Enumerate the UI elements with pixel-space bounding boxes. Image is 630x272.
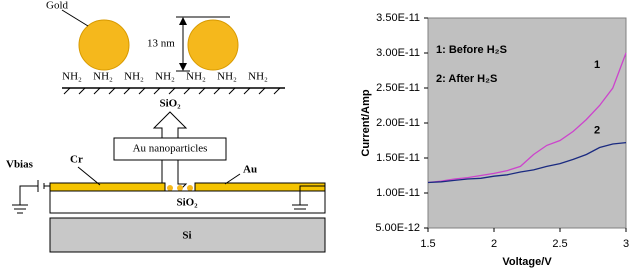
- y-tick-label: 2.50E-11: [376, 82, 420, 94]
- x-tick-label: 1.5: [420, 238, 435, 250]
- au-label: Au: [243, 164, 257, 176]
- cr-label: Cr: [70, 154, 83, 166]
- y-tick-label: 5.00E-12: [375, 222, 420, 234]
- amine-label: NH₂: [248, 71, 268, 83]
- substrate-label: SiO₂: [159, 98, 181, 110]
- electrode: [49, 182, 166, 192]
- hatching: [63, 87, 281, 95]
- amine-label: NH₂: [217, 71, 237, 83]
- gold-sphere: [187, 19, 239, 71]
- label-box: [113, 137, 227, 161]
- electrode: [194, 182, 326, 192]
- series-label: 1: [594, 59, 600, 71]
- amine-row: NH₂ NH₂ NH₂ NH₂ NH₂ NH₂ NH₂: [62, 71, 268, 83]
- gold-sphere: [78, 19, 130, 71]
- size-label: 13 nm: [147, 38, 175, 50]
- amine-label: NH₂: [62, 71, 82, 83]
- y-tick-label: 2.00E-11: [376, 117, 420, 129]
- x-tick-label: 3: [623, 238, 629, 250]
- au-nanoparticles-label: Au nanoparticles: [133, 143, 208, 155]
- series-line: [427, 52, 627, 184]
- oxide-label: SiO₂: [176, 197, 198, 209]
- y-tick-label: 1.00E-11: [376, 187, 420, 199]
- y-tick-label: 3.50E-11: [376, 12, 420, 24]
- pointer: [224, 173, 241, 185]
- x-tick-label: 2.5: [552, 238, 567, 250]
- pointer: [77, 166, 101, 186]
- oxide-layer: [49, 190, 326, 214]
- x-axis-label: Voltage/V: [502, 256, 552, 268]
- series-label: 2: [594, 125, 600, 137]
- plot-area: [427, 17, 627, 229]
- chart: 5.00E-12 1.00E-11 1.50E-11 2.00E-11 2.50E-11…: [360, 12, 629, 268]
- silicon-label: Si: [182, 230, 191, 242]
- series-line: [427, 141, 627, 184]
- diagram: Gold 13 nm NH₂ NH₂ NH₂ NH₂ NH₂ NH₂ NH₂ SiO₂ Au…: [6, 0, 326, 253]
- vbias-label: Vbias: [6, 159, 34, 171]
- y-axis-label: Current/Amp: [360, 89, 372, 157]
- x-tick-label: 2: [491, 238, 497, 250]
- amine-label: NH₂: [93, 71, 113, 83]
- amine-label: NH₂: [155, 71, 175, 83]
- gold-label: Gold: [46, 0, 69, 12]
- arrow-up: [152, 111, 188, 139]
- amine-label: NH₂: [124, 71, 144, 83]
- circuit: [12, 180, 325, 214]
- nanoparticles: [167, 185, 193, 191]
- amine-label: NH₂: [186, 71, 206, 83]
- y-tick-label: 3.00E-11: [376, 47, 420, 59]
- annotation: 1: Before H₂S: [436, 44, 507, 56]
- pointer: [61, 9, 89, 27]
- y-tick-label: 1.50E-11: [376, 152, 420, 164]
- annotation: 2: After H₂S: [436, 73, 497, 85]
- silicon-layer: [49, 217, 326, 253]
